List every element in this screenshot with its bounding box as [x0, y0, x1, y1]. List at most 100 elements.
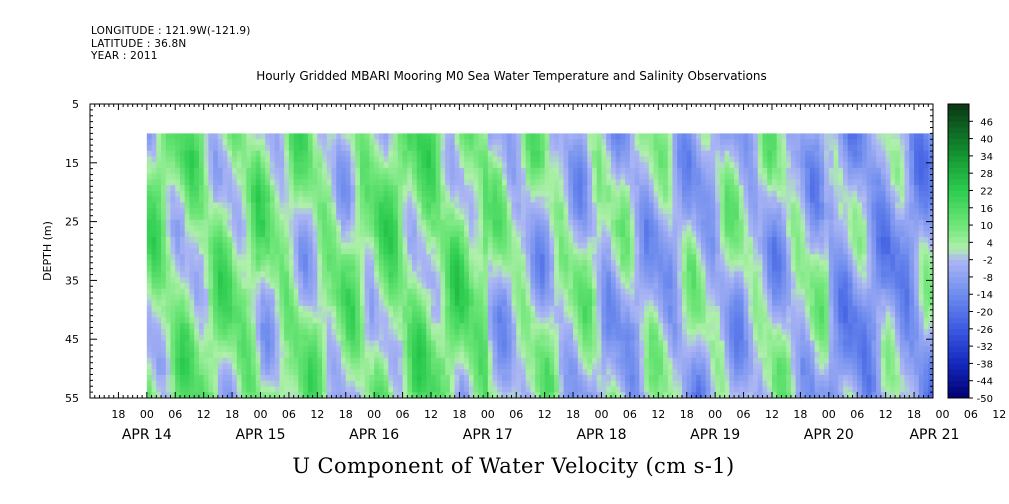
- heatmap-cell: [369, 351, 375, 359]
- heatmap-cell: [269, 380, 276, 388]
- heatmap-cell: [644, 311, 650, 319]
- heatmap-cell: [241, 300, 247, 307]
- heatmap-cell: [345, 133, 352, 140]
- heatmap-cell: [625, 162, 631, 169]
- heatmap-cell: [610, 185, 617, 192]
- heatmap-cell: [426, 173, 432, 181]
- heatmap-cell: [355, 305, 361, 313]
- heatmap-cell: [520, 265, 527, 273]
- heatmap-cell: [213, 294, 219, 301]
- heatmap-cell: [530, 300, 536, 307]
- heatmap-cell: [520, 282, 527, 290]
- heatmap-cell: [587, 323, 593, 330]
- heatmap-cell: [516, 346, 522, 353]
- heatmap-cell: [416, 265, 423, 273]
- heatmap-cell: [445, 196, 451, 204]
- heatmap-cell: [430, 392, 437, 398]
- heatmap-cell: [430, 242, 437, 250]
- heatmap-cell: [364, 282, 371, 290]
- heatmap-cell: [487, 139, 494, 146]
- heatmap-cell: [369, 305, 375, 313]
- heatmap-cell: [217, 392, 224, 398]
- heatmap-cell: [445, 242, 451, 250]
- heatmap-cell: [625, 346, 631, 353]
- heatmap-cell: [232, 133, 238, 140]
- heatmap-cell: [326, 346, 333, 353]
- heatmap-cell: [246, 173, 252, 181]
- heatmap-cell: [165, 386, 172, 393]
- heatmap-cell: [511, 363, 517, 370]
- heatmap-cell: [563, 144, 569, 152]
- heatmap-cell: [549, 254, 555, 261]
- heatmap-cell: [478, 351, 484, 359]
- heatmap-cell: [454, 311, 461, 319]
- heatmap-cell: [483, 236, 489, 244]
- heatmap-cell: [625, 300, 631, 307]
- heatmap-cell: [416, 162, 423, 169]
- heatmap-cell: [573, 190, 579, 198]
- heatmap-cell: [246, 363, 252, 370]
- heatmap-cell: [350, 346, 356, 353]
- heatmap-cell: [592, 190, 598, 198]
- heatmap-cell: [179, 139, 186, 146]
- heatmap-cell: [582, 225, 588, 232]
- heatmap-cell: [426, 300, 432, 307]
- heatmap-cell: [539, 346, 546, 353]
- heatmap-cell: [516, 208, 522, 215]
- heatmap-cell: [492, 242, 498, 250]
- heatmap-cell: [246, 369, 252, 376]
- heatmap-cell: [255, 271, 262, 278]
- heatmap-cell: [445, 328, 451, 336]
- heatmap-cell: [317, 392, 323, 398]
- heatmap-cell: [355, 202, 361, 209]
- heatmap-cell: [350, 311, 356, 319]
- heatmap-cell: [217, 317, 224, 324]
- heatmap-cell: [468, 248, 475, 255]
- heatmap-cell: [520, 363, 527, 370]
- heatmap-cell: [634, 346, 640, 353]
- heatmap-cell: [374, 219, 380, 227]
- heatmap-cell: [241, 374, 247, 382]
- heatmap-cell: [620, 288, 626, 296]
- heatmap-cell: [341, 179, 347, 186]
- heatmap-cell: [345, 346, 352, 353]
- heatmap-cell: [232, 311, 238, 319]
- heatmap-cell: [156, 259, 162, 267]
- heatmap-cell: [331, 208, 337, 215]
- heatmap-cell: [558, 196, 565, 204]
- heatmap-cell: [535, 334, 541, 342]
- heatmap-cell: [577, 277, 584, 284]
- heatmap-cell: [350, 231, 356, 238]
- heatmap-cell: [393, 357, 399, 365]
- heatmap-cell: [610, 351, 617, 359]
- heatmap-cell: [525, 265, 532, 273]
- heatmap-cell: [260, 311, 266, 319]
- heatmap-cell: [625, 369, 631, 376]
- heatmap-cell: [573, 334, 579, 342]
- heatmap-cell: [288, 294, 295, 301]
- heatmap-cell: [170, 162, 176, 169]
- heatmap-cell: [416, 167, 423, 175]
- heatmap-cell: [421, 323, 427, 330]
- heatmap-cell: [279, 213, 285, 221]
- heatmap-cell: [175, 305, 181, 313]
- heatmap-cell: [459, 202, 465, 209]
- heatmap-cell: [189, 277, 195, 284]
- heatmap-cell: [336, 225, 342, 232]
- heatmap-cell: [558, 259, 565, 267]
- heatmap-cell: [573, 231, 579, 238]
- heatmap-cell: [634, 351, 640, 359]
- heatmap-cell: [146, 225, 153, 232]
- heatmap-cell: [520, 254, 527, 261]
- heatmap-cell: [639, 219, 645, 227]
- heatmap-cell: [525, 346, 532, 353]
- heatmap-cell: [610, 277, 617, 284]
- heatmap-cell: [227, 202, 233, 209]
- heatmap-cell: [454, 288, 461, 296]
- heatmap-cell: [269, 185, 276, 192]
- heatmap-cell: [284, 236, 290, 244]
- heatmap-cell: [535, 179, 541, 186]
- heatmap-cell: [165, 374, 172, 382]
- heatmap-cell: [189, 369, 195, 376]
- heatmap-cell: [497, 156, 503, 163]
